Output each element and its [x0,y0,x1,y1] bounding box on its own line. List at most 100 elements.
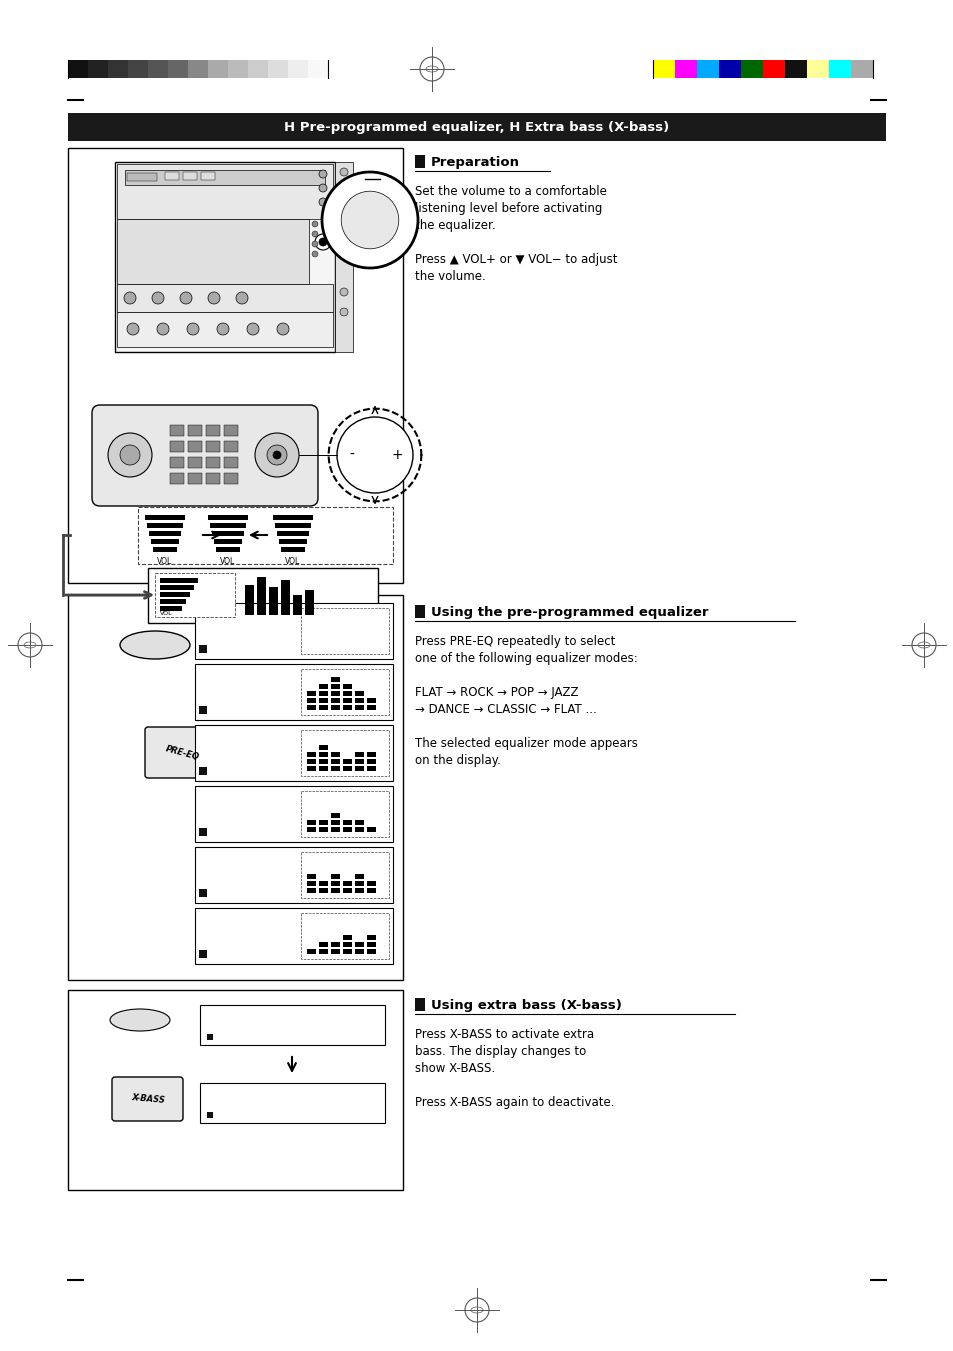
Bar [68,990,402,1190]
Bar [194,908,393,965]
Bar [318,942,328,947]
Bar [762,59,784,78]
Bar [367,948,375,954]
Bar [208,59,228,78]
Bar [355,948,364,954]
Bar [318,820,328,825]
Bar [68,149,402,584]
Bar [188,457,202,467]
Text: VOL: VOL [285,557,300,566]
Circle shape [312,222,317,227]
Bar [148,59,168,78]
Bar [188,473,202,484]
Bar [256,577,266,615]
FancyBboxPatch shape [91,405,317,507]
Bar [149,531,181,536]
Bar [318,684,328,689]
Bar [194,725,393,781]
Bar [828,59,850,78]
Bar [200,1084,385,1123]
Bar [224,473,237,484]
Bar [740,59,762,78]
Bar [343,766,352,771]
Text: listening level before activating: listening level before activating [415,203,601,215]
Bar [850,59,872,78]
Bar [151,539,179,544]
Bar [224,457,237,467]
Circle shape [254,434,298,477]
Bar [206,426,220,436]
Bar [652,59,675,78]
Bar [194,847,393,902]
Bar [343,827,352,832]
Bar [307,827,315,832]
Bar [307,766,315,771]
Bar [201,172,214,180]
Bar [367,935,375,940]
Text: +: + [392,449,403,462]
Bar [318,881,328,886]
Bar [343,684,352,689]
Bar [301,852,389,898]
Bar [68,59,88,78]
Bar [117,163,333,219]
Bar [274,523,311,528]
Circle shape [124,292,136,304]
Bar [207,1034,213,1040]
Bar [331,684,339,689]
Bar [415,155,424,168]
Bar [355,690,364,696]
Circle shape [318,199,327,205]
Bar [188,440,202,453]
Circle shape [339,228,348,236]
Bar [160,607,182,611]
Bar [331,813,339,817]
Bar [318,698,328,703]
Bar [228,59,248,78]
Circle shape [235,292,248,304]
Bar [343,759,352,765]
Circle shape [318,238,327,246]
Bar [331,690,339,696]
Bar [343,705,352,711]
Bar [199,950,207,958]
Bar [128,59,148,78]
Bar [210,523,246,528]
Circle shape [216,323,229,335]
Text: Using extra bass (X-bass): Using extra bass (X-bass) [431,998,621,1012]
Bar [355,881,364,886]
Bar [268,59,288,78]
Text: PRE-EQ: PRE-EQ [165,744,201,762]
Bar [331,827,339,832]
Bar [206,457,220,467]
Bar [335,162,353,353]
Bar [117,284,333,312]
Bar [160,592,190,597]
Bar [355,766,364,771]
Bar [199,767,207,775]
Circle shape [339,188,348,196]
Bar [367,766,375,771]
Bar [248,59,268,78]
Bar [224,426,237,436]
Bar [281,547,305,553]
FancyBboxPatch shape [145,727,221,778]
Bar [697,59,719,78]
Bar [145,515,185,520]
Bar [367,753,375,757]
Bar [343,888,352,893]
Circle shape [187,323,199,335]
Bar [208,515,248,520]
Bar [307,881,315,886]
Bar [331,766,339,771]
Text: → DANCE → CLASSIC → FLAT ...: → DANCE → CLASSIC → FLAT ... [415,703,597,716]
Circle shape [318,184,327,192]
Bar [343,935,352,940]
Circle shape [339,288,348,296]
Bar [318,705,328,711]
Bar [367,759,375,765]
Bar [343,820,352,825]
Circle shape [120,444,140,465]
Circle shape [157,323,169,335]
Bar [206,473,220,484]
